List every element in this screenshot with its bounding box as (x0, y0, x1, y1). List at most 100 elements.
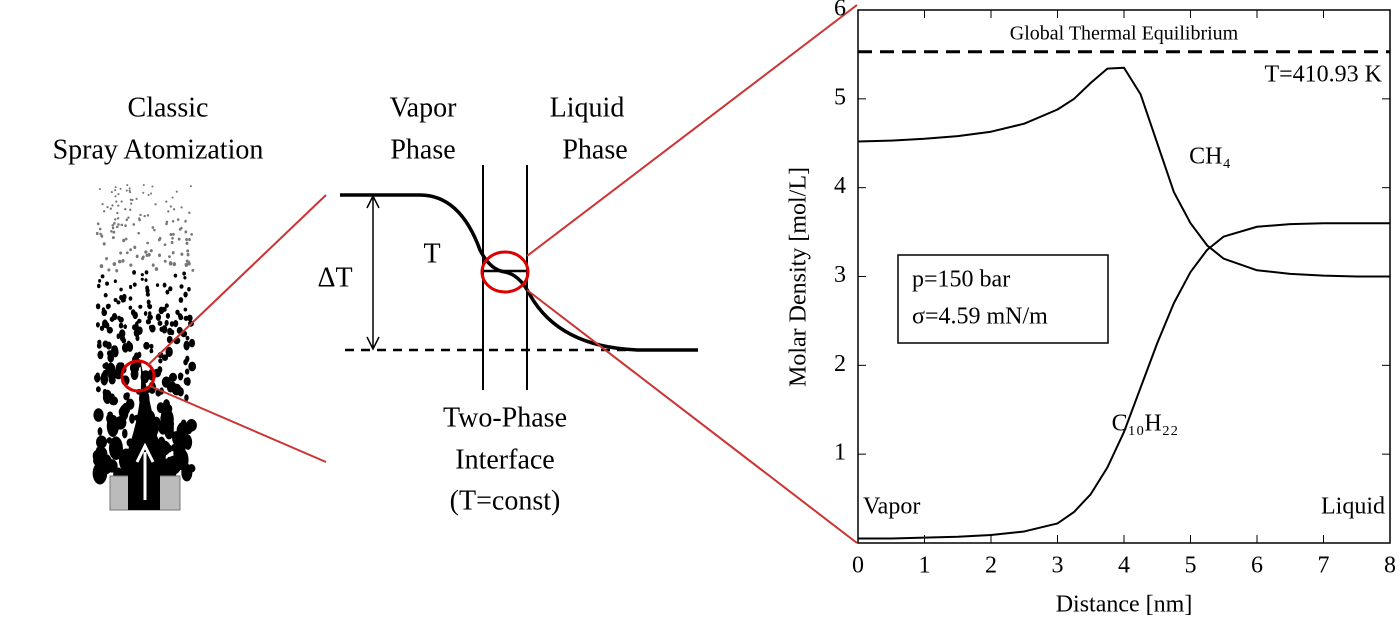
droplet (114, 186, 117, 189)
droplet (140, 273, 144, 277)
droplet (122, 238, 126, 243)
x-tick-label: 1 (919, 553, 931, 579)
droplet (186, 249, 190, 253)
droplet (184, 262, 189, 268)
droplet (185, 259, 189, 263)
droplet (172, 262, 177, 267)
droplet (115, 363, 124, 374)
jet (128, 360, 160, 510)
droplet (129, 284, 133, 290)
droplet (98, 227, 102, 231)
droplet (131, 364, 140, 373)
droplet (100, 234, 104, 238)
droplet (144, 250, 148, 254)
droplet (138, 304, 143, 309)
droplet (155, 283, 160, 287)
droplet (116, 211, 119, 215)
droplet (125, 218, 129, 222)
droplet (147, 193, 150, 196)
droplet (117, 223, 120, 226)
droplet (108, 362, 113, 367)
droplet (156, 402, 165, 414)
droplet (188, 238, 191, 242)
droplet (105, 341, 112, 350)
y-tick-label: 3 (834, 262, 846, 288)
droplet (117, 204, 120, 207)
droplet (114, 189, 117, 192)
droplet (171, 443, 177, 452)
droplet (135, 197, 138, 200)
droplet (111, 313, 118, 321)
droplet (178, 372, 184, 379)
droplet (101, 307, 106, 313)
droplet (119, 407, 125, 414)
droplet (148, 311, 152, 316)
droplet (167, 210, 170, 213)
droplet (168, 261, 173, 266)
droplet (172, 208, 176, 211)
y-tick-label: 2 (834, 351, 846, 377)
droplet (124, 237, 128, 241)
series-label: CH₄ (1189, 144, 1231, 170)
droplet (186, 253, 190, 257)
droplet (151, 263, 155, 267)
spray-title: Classic (128, 92, 209, 123)
droplet (113, 297, 118, 303)
droplet (103, 293, 108, 298)
droplet (119, 287, 123, 292)
droplet (185, 335, 190, 341)
droplet (108, 371, 116, 381)
x-tick-label: 7 (1318, 553, 1330, 579)
interface-label: Two-Phase (443, 402, 567, 433)
droplet (106, 437, 113, 444)
droplet (168, 372, 178, 382)
vapor-label: Phase (390, 134, 455, 165)
droplet (124, 224, 127, 228)
droplet (149, 348, 154, 354)
droplet (137, 351, 142, 359)
droplet (137, 231, 140, 235)
droplet (115, 200, 118, 203)
droplet (171, 431, 178, 438)
droplet (119, 187, 122, 190)
droplet (185, 377, 191, 386)
droplet (185, 355, 190, 363)
droplet (183, 291, 188, 298)
droplet (128, 296, 133, 301)
droplet (145, 287, 150, 294)
droplet (125, 398, 135, 410)
droplet (112, 230, 116, 234)
droplet (124, 207, 127, 211)
droplet (175, 190, 178, 193)
droplet (149, 249, 153, 253)
droplet (159, 326, 164, 332)
droplet (118, 322, 124, 329)
droplet (95, 322, 100, 328)
droplet (169, 321, 175, 327)
interface-label: Interface (455, 444, 554, 475)
droplet (164, 319, 169, 327)
zoom-line (149, 385, 327, 463)
droplet (180, 419, 187, 428)
droplet (185, 241, 189, 245)
droplet (154, 267, 159, 271)
droplet (160, 457, 168, 469)
droplet (96, 446, 108, 461)
droplet (189, 185, 192, 188)
droplet (163, 243, 167, 247)
droplet (183, 340, 190, 351)
droplet (176, 429, 188, 445)
droplet (126, 184, 129, 187)
droplet (146, 299, 151, 305)
droplet (135, 254, 139, 259)
droplet (151, 226, 155, 229)
x-tick-label: 3 (1052, 553, 1064, 579)
droplet (147, 314, 153, 321)
droplet (183, 315, 189, 321)
series-line (857, 66, 1390, 278)
droplet (184, 394, 189, 402)
droplet (165, 289, 170, 295)
droplet (97, 339, 102, 346)
droplet (117, 193, 120, 196)
